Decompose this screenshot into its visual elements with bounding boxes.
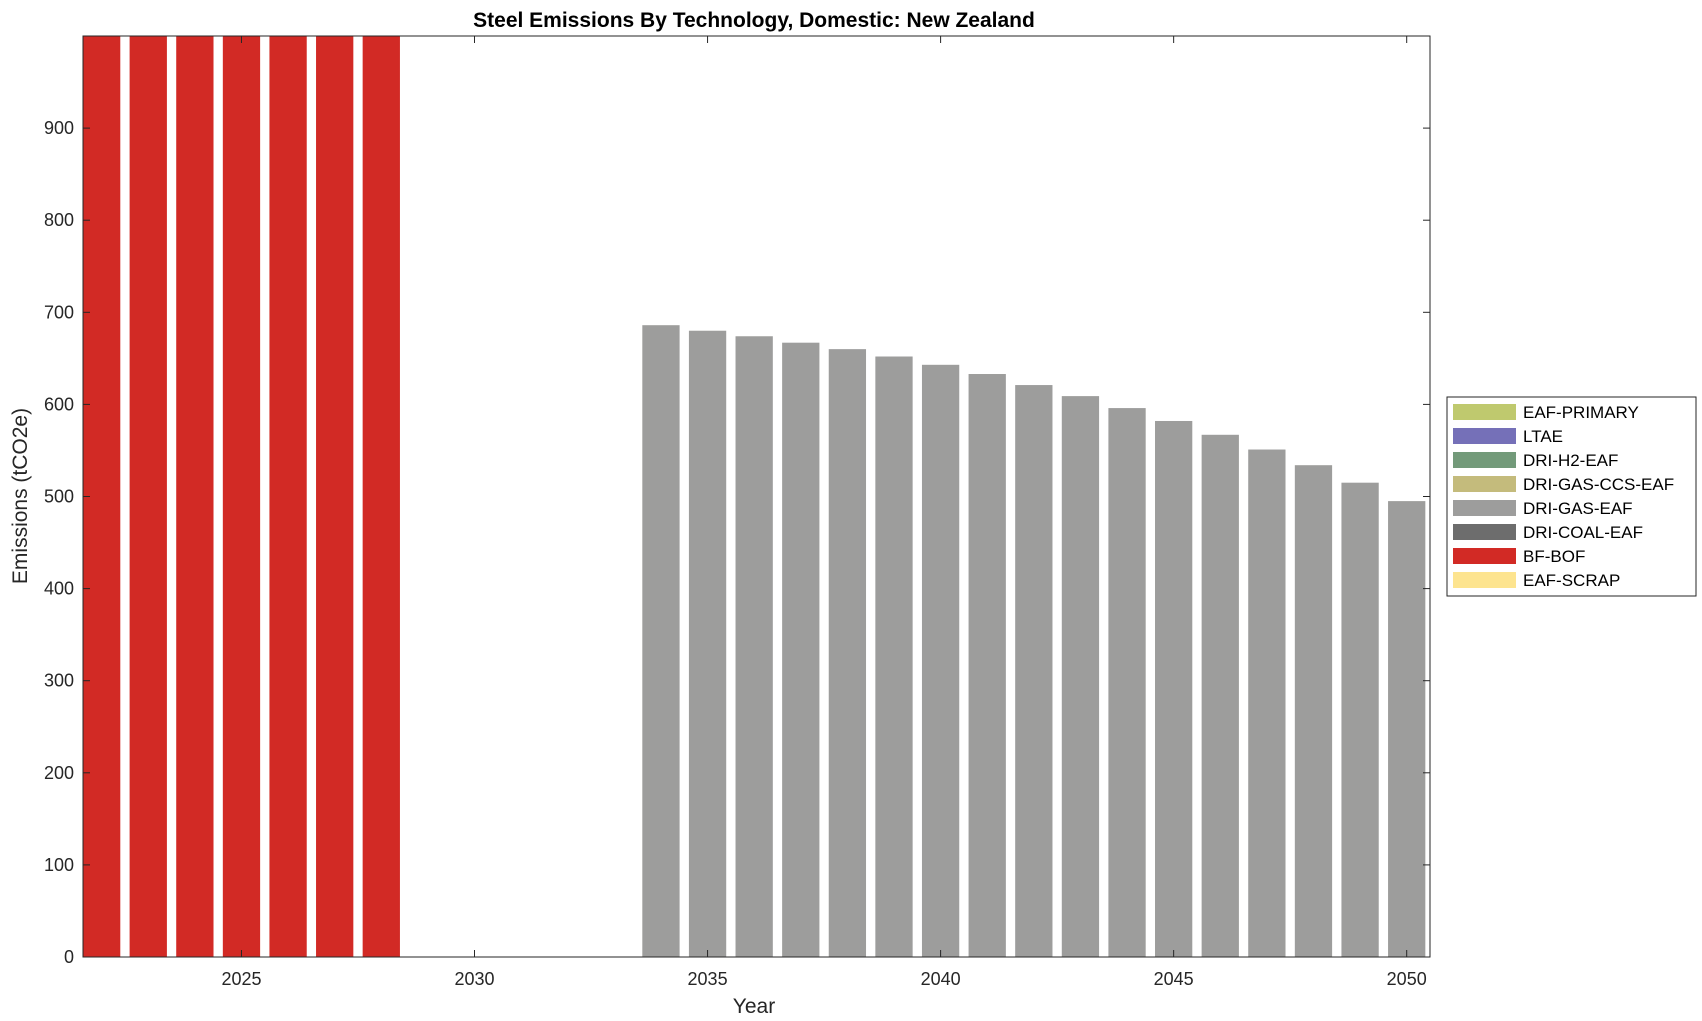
bar-bf-bof-2027 [316,36,354,957]
bar-dri-gas-eaf-2050 [1388,501,1426,957]
bar-bf-bof-2023 [129,36,167,957]
legend-swatch-dri-gas-ccs-eaf [1453,476,1516,492]
legend-label-eaf-scrap: EAF-SCRAP [1523,571,1620,590]
bar-dri-gas-eaf-2035 [688,330,727,958]
x-tick-label-2035: 2035 [688,969,728,989]
legend-label-bf-bof: BF-BOF [1523,547,1585,566]
y-tick-label-500: 500 [44,487,74,507]
y-tick-label-700: 700 [44,302,74,322]
legend-label-dri-gas-eaf: DRI-GAS-EAF [1523,499,1633,518]
bar-dri-gas-eaf-2043 [1061,396,1100,957]
x-tick-label-2040: 2040 [921,969,961,989]
bar-bf-bof-2025 [222,36,261,957]
bar-dri-gas-eaf-2040 [921,364,960,957]
bar-dri-gas-eaf-2034 [642,325,680,957]
y-tick-label-200: 200 [44,763,74,783]
legend-swatch-dri-gas-eaf [1453,500,1516,516]
bar-bf-bof-2024 [176,36,214,957]
x-axis-label: Year [733,995,775,1018]
y-tick-label-0: 0 [64,947,74,967]
legend-swatch-eaf-scrap [1453,572,1516,588]
y-tick-label-800: 800 [44,210,74,230]
chart-title: Steel Emissions By Technology, Domestic:… [473,9,1035,32]
bar-dri-gas-eaf-2047 [1248,449,1286,957]
bar-dri-gas-eaf-2046 [1201,434,1239,957]
legend-label-ltae: LTAE [1523,427,1563,446]
bar-bf-bof-2026 [269,36,307,957]
legend-swatch-bf-bof [1453,548,1516,564]
bar-dri-gas-eaf-2042 [1015,385,1053,957]
ticks: 2025 2030 2035 2040 2045 2050 0 100 200 300 400 500… [44,36,1430,989]
x-tick-label-2025: 2025 [221,969,261,989]
bar-dri-gas-eaf-2049 [1341,482,1379,957]
x-tick-label-2050: 2050 [1387,969,1427,989]
bar-dri-gas-eaf-2037 [782,342,820,957]
bar-dri-gas-eaf-2045 [1155,420,1193,958]
y-tick-label-400: 400 [44,579,74,599]
bars [83,36,1426,958]
bar-dri-gas-eaf-2039 [875,356,913,957]
legend-box [1446,396,1697,597]
y-tick-label-100: 100 [44,855,74,875]
legend-label-dri-h2-eaf: DRI-H2-EAF [1523,451,1618,470]
y-tick-label-900: 900 [44,118,74,138]
legend-label-dri-gas-ccs-eaf: DRI-GAS-CCS-EAF [1523,475,1674,494]
legend: EAF-PRIMARY LTAE DRI-H2-EAF DRI-GAS-CCS-EAF… [1446,396,1697,597]
x-tick-label-2030: 2030 [454,969,494,989]
bar-bf-bof-2028 [362,36,400,957]
bar-dri-gas-eaf-2048 [1294,465,1333,957]
x-tick-label-2045: 2045 [1154,969,1194,989]
legend-swatch-ltae [1453,428,1516,444]
y-tick-label-600: 600 [44,394,74,414]
bar-dri-gas-eaf-2041 [968,374,1006,957]
y-tick-label-300: 300 [44,671,74,691]
legend-swatch-dri-coal-eaf [1453,524,1516,540]
bar-dri-gas-eaf-2044 [1108,408,1146,958]
legend-label-eaf-primary: EAF-PRIMARY [1523,403,1639,422]
legend-swatch-eaf-primary [1453,404,1516,420]
legend-label-dri-coal-eaf: DRI-COAL-EAF [1523,523,1643,542]
bar-dri-gas-eaf-2036 [735,336,773,957]
legend-swatch-dri-h2-eaf [1453,452,1516,468]
bar-dri-gas-eaf-2038 [828,349,867,957]
y-axis-label: Emissions (tCO2e) [9,408,32,584]
